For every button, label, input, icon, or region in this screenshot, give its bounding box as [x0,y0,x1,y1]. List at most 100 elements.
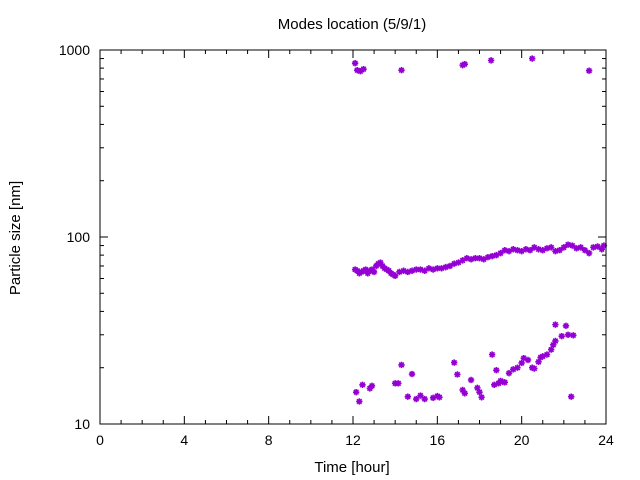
data-point [478,394,485,401]
data-point [438,265,445,272]
data-point [491,381,498,389]
data-point [421,395,428,403]
data-point [356,398,363,405]
data-point [354,66,361,74]
data-point [552,247,559,255]
data-points [351,55,608,405]
data-point [564,241,572,248]
data-point [436,394,443,401]
data-point [539,353,546,360]
data-point [398,361,405,369]
data-point [476,388,483,396]
data-point [552,337,559,345]
data-point [600,242,608,249]
data-point [385,267,393,274]
x-tick-label: 8 [265,432,273,448]
data-point [531,244,538,251]
data-point [362,266,369,273]
data-point [543,351,551,358]
data-point [352,388,360,396]
data-point [454,371,461,378]
x-tick-label: 12 [345,432,361,448]
data-point [505,369,513,377]
data-point [585,67,593,74]
data-point [558,332,565,340]
data-point [488,351,496,358]
data-point [585,249,593,257]
data-point [461,390,468,397]
data-point [474,384,481,392]
data-point [526,246,534,254]
data-point [461,60,468,68]
data-point [543,245,551,252]
data-point [529,55,536,62]
data-point [417,266,424,273]
data-point [488,252,496,260]
data-point [459,386,466,394]
data-point [529,364,536,371]
data-point [421,267,428,274]
data-point [396,268,403,276]
data-point [547,346,555,353]
data-point [568,393,575,400]
data-point [560,244,568,251]
data-point [354,267,361,274]
data-point [455,259,462,266]
x-tick-label: 20 [514,432,530,448]
data-point [413,395,420,403]
data-point [487,57,495,64]
data-point [514,246,521,254]
x-tick-label: 0 [96,432,104,448]
data-point [518,247,525,255]
data-point [501,379,508,386]
data-point [359,381,366,389]
plot-frame [99,49,607,425]
data-point [377,259,384,266]
y-tick-label: 100 [67,229,91,245]
axis-ticks: 0 4 8 12 16 20 24 10 100 1000 [59,42,614,448]
x-tick-label: 16 [430,432,446,448]
data-point [425,265,433,272]
data-point [408,370,416,378]
data-point [531,365,538,372]
data-point [562,322,570,330]
data-point [497,249,504,257]
data-point [446,262,454,270]
data-point [480,256,487,263]
data-point [590,244,597,251]
data-point [501,246,508,254]
data-point [476,255,483,262]
data-point [550,341,557,349]
data-point [493,366,500,374]
data-point [497,377,504,385]
data-point [472,255,479,262]
data-point [395,380,402,387]
data-point [570,332,577,339]
data-point [552,321,559,328]
data-point [451,260,458,267]
data-point [413,266,420,273]
data-point [510,246,517,253]
data-point [434,265,441,272]
data-point [520,354,527,362]
data-point [522,246,530,253]
data-point [467,376,475,384]
data-point [417,392,424,399]
data-point [442,263,449,271]
data-point [505,247,513,255]
data-point [569,242,576,249]
x-tick-label: 24 [598,432,614,448]
data-point [535,246,542,253]
data-point [360,65,367,73]
data-point [429,394,437,402]
data-point [514,364,521,371]
data-point [404,393,412,400]
data-point [459,61,466,69]
data-point [366,385,374,392]
data-point [581,246,589,254]
data-point [524,356,532,364]
data-point [400,267,407,274]
data-point [429,266,437,273]
data-point [357,68,364,75]
